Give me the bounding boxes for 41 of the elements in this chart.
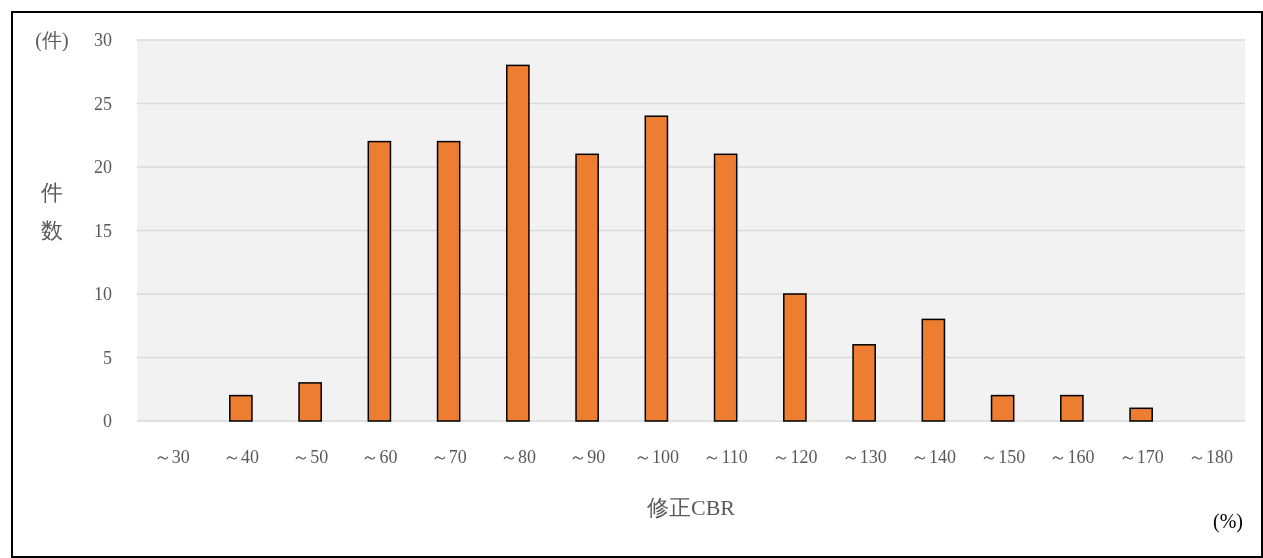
bar (298, 382, 322, 422)
x-tick-label: ～40 (222, 447, 259, 467)
x-tick-label: ～100 (633, 447, 679, 467)
y-tick-label: 30 (94, 30, 112, 51)
x-tick-label: ～30 (153, 447, 190, 467)
bar (436, 140, 461, 422)
bar (921, 318, 946, 422)
x-tick-label: ～130 (841, 447, 887, 467)
bar (783, 293, 807, 422)
x-tick-label: ～50 (292, 447, 329, 467)
bar (852, 344, 876, 422)
y-axis-title: 件数 (41, 180, 63, 243)
y-tick-label: 5 (103, 347, 112, 368)
x-axis-title: 修正CBR (646, 495, 736, 520)
x-tick-label: ～170 (1118, 447, 1164, 467)
x-tick-label: ～150 (980, 447, 1026, 467)
x-tick-label: ～80 (499, 447, 536, 467)
y-tick-label: 15 (94, 220, 112, 241)
y-tick-label: 10 (94, 284, 112, 305)
bar (229, 394, 253, 422)
bar (1129, 407, 1153, 422)
y-tick-label: 25 (94, 93, 112, 114)
text: (%) (1213, 510, 1243, 533)
x-tick-label: ～120 (772, 447, 818, 467)
x-tick-label: ～110 (703, 447, 748, 467)
y-tick-label: 0 (103, 411, 112, 432)
y-tick-label: 20 (94, 157, 112, 178)
x-tick-label: ～160 (1049, 447, 1095, 467)
bar (575, 153, 599, 422)
x-tick-label: ～70 (430, 447, 467, 467)
x-tick-label: ～140 (910, 447, 956, 467)
bar (713, 153, 738, 422)
bar (367, 140, 392, 422)
bar (644, 115, 669, 422)
bar (990, 394, 1015, 422)
bar (1060, 394, 1084, 422)
x-tick-label: ～60 (361, 447, 398, 467)
text: (件) (35, 29, 69, 52)
x-tick-label: ～180 (1187, 447, 1233, 467)
bar (506, 64, 530, 422)
x-tick-label: ～90 (569, 447, 606, 467)
